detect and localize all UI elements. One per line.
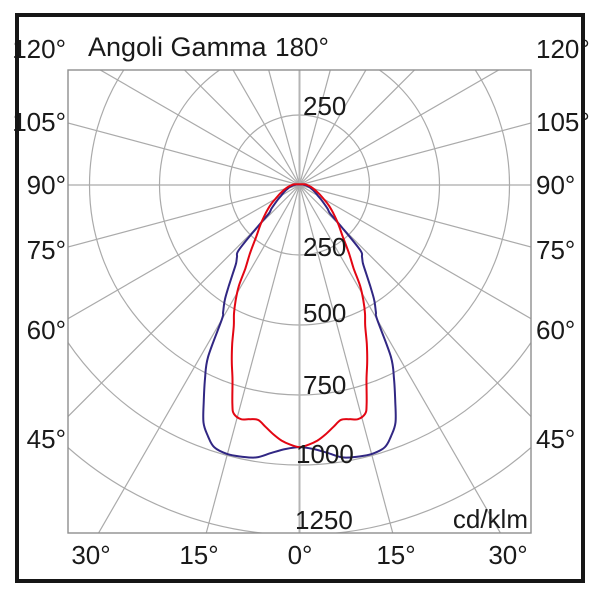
radial-tick-label-2: 500 (303, 298, 347, 328)
gamma-label-right-60: 60° (536, 315, 576, 345)
grid-ray-105 (299, 122, 531, 186)
grid-ray-210 (232, 70, 301, 186)
grid-ray-195 (268, 70, 301, 186)
gamma-label-left-45: 45° (26, 424, 66, 454)
gamma-label-left-120: 120° (12, 34, 66, 64)
grid-ray-30 (298, 184, 502, 533)
grid-ray-255 (68, 122, 300, 186)
grid-ray-300 (68, 184, 300, 320)
page-title: Angoli Gamma (88, 32, 267, 62)
gamma-label-bottom-1: 15° (179, 540, 219, 570)
gamma-label-left-75: 75° (26, 235, 66, 265)
grid-ray-150 (298, 70, 367, 186)
radial-tick-label-3: 750 (303, 370, 347, 400)
red-curve (230, 183, 369, 449)
grid-ray-60 (299, 184, 531, 320)
unit-label: cd/klm (452, 504, 528, 534)
radial-tick-label-4: 1000 (296, 439, 354, 469)
gamma-label-right-105: 105° (536, 107, 590, 137)
gamma-label-bottom-3: 15° (376, 540, 416, 570)
radial-tick-label-0: 250 (303, 91, 347, 121)
radial-tick-label-5: 1250 (295, 505, 353, 535)
gamma-label-top-180: 180° (275, 32, 329, 62)
grid-ray-75 (299, 184, 531, 248)
gamma-label-right-120: 120° (536, 34, 590, 64)
gamma-label-left-105: 105° (12, 107, 66, 137)
blue-curve (202, 183, 397, 459)
plot-border (67, 69, 532, 534)
grid-ray-135 (299, 70, 416, 186)
grid-ray-15 (298, 184, 394, 533)
grid-ray-315 (68, 184, 300, 418)
grid-ray-120 (299, 70, 500, 186)
intensity-curves (202, 183, 397, 459)
gamma-label-left-60: 60° (26, 315, 66, 345)
radial-tick-label-1: 250 (303, 232, 347, 262)
grid-ray-285 (68, 184, 300, 248)
gamma-label-left-90: 90° (26, 170, 66, 200)
grid-ray-240 (99, 70, 300, 186)
gamma-label-bottom-2: 0° (287, 540, 313, 570)
grid-ray-225 (183, 70, 300, 186)
grid-ray-165 (298, 70, 331, 186)
gamma-label-right-75: 75° (536, 235, 576, 265)
gamma-label-bottom-4: 30° (488, 540, 528, 570)
grid-ray-45 (299, 184, 531, 418)
grid-ray-345 (205, 184, 301, 533)
grid-ray-330 (97, 184, 301, 533)
gamma-label-right-90: 90° (536, 170, 576, 200)
gamma-label-bottom-0: 30° (71, 540, 111, 570)
gamma-label-right-45: 45° (536, 424, 576, 454)
